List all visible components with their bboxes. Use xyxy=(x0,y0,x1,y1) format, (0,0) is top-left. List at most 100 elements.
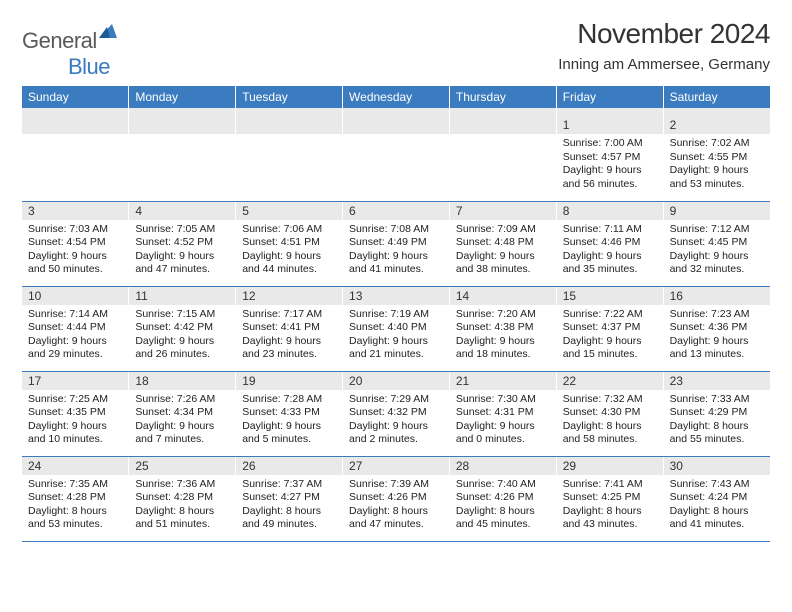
daylight-text: Daylight: 8 hours and 58 minutes. xyxy=(563,420,657,447)
sunrise-text: Sunrise: 7:06 AM xyxy=(242,223,336,237)
weekday-header: Sunday xyxy=(22,86,129,108)
sunset-text: Sunset: 4:57 PM xyxy=(563,151,657,165)
sunset-text: Sunset: 4:28 PM xyxy=(135,491,229,505)
day-details: Sunrise: 7:14 AMSunset: 4:44 PMDaylight:… xyxy=(22,306,128,367)
day-details: Sunrise: 7:36 AMSunset: 4:28 PMDaylight:… xyxy=(129,476,235,537)
day-details: Sunrise: 7:39 AMSunset: 4:26 PMDaylight:… xyxy=(343,476,449,537)
sunrise-text: Sunrise: 7:05 AM xyxy=(135,223,229,237)
day-number: 2 xyxy=(664,116,770,135)
day-details: Sunrise: 7:32 AMSunset: 4:30 PMDaylight:… xyxy=(557,391,663,452)
day-number: 5 xyxy=(236,202,342,221)
calendar-cell: 19Sunrise: 7:28 AMSunset: 4:33 PMDayligh… xyxy=(236,371,343,456)
day-details: Sunrise: 7:23 AMSunset: 4:36 PMDaylight:… xyxy=(664,306,770,367)
sunset-text: Sunset: 4:45 PM xyxy=(670,236,764,250)
calendar-cell: 9Sunrise: 7:12 AMSunset: 4:45 PMDaylight… xyxy=(663,201,770,286)
calendar-cell: 18Sunrise: 7:26 AMSunset: 4:34 PMDayligh… xyxy=(129,371,236,456)
weekday-header: Wednesday xyxy=(343,86,450,108)
sunset-text: Sunset: 4:27 PM xyxy=(242,491,336,505)
calendar-cell: 6Sunrise: 7:08 AMSunset: 4:49 PMDaylight… xyxy=(343,201,450,286)
day-details: Sunrise: 7:00 AMSunset: 4:57 PMDaylight:… xyxy=(557,135,663,196)
sunset-text: Sunset: 4:42 PM xyxy=(135,321,229,335)
day-details: Sunrise: 7:12 AMSunset: 4:45 PMDaylight:… xyxy=(664,221,770,282)
calendar-cell: 17Sunrise: 7:25 AMSunset: 4:35 PMDayligh… xyxy=(22,371,129,456)
sunset-text: Sunset: 4:52 PM xyxy=(135,236,229,250)
daylight-text: Daylight: 8 hours and 47 minutes. xyxy=(349,505,443,532)
sunset-text: Sunset: 4:46 PM xyxy=(563,236,657,250)
calendar-cell: 22Sunrise: 7:32 AMSunset: 4:30 PMDayligh… xyxy=(556,371,663,456)
day-number xyxy=(129,116,235,135)
daylight-text: Daylight: 8 hours and 55 minutes. xyxy=(670,420,764,447)
weekday-header: Monday xyxy=(129,86,236,108)
daylight-text: Daylight: 8 hours and 49 minutes. xyxy=(242,505,336,532)
daylight-text: Daylight: 9 hours and 56 minutes. xyxy=(563,164,657,191)
calendar-cell: 21 Sunrise: 7:30 AMSunset: 4:31 PMDayligh… xyxy=(449,371,556,456)
header-row: General Blue November 2024 Inning am Amm… xyxy=(22,18,770,80)
day-details: Sunrise: 7:37 AMSunset: 4:27 PMDaylight:… xyxy=(236,476,342,537)
day-details: Sunrise: 7:25 AMSunset: 4:35 PMDaylight:… xyxy=(22,391,128,452)
daylight-text: Daylight: 8 hours and 43 minutes. xyxy=(563,505,657,532)
daylight-text: Daylight: 9 hours and 32 minutes. xyxy=(670,250,764,277)
logo-triangle-icon xyxy=(99,24,117,38)
calendar-week-row: 10Sunrise: 7:14 AMSunset: 4:44 PMDayligh… xyxy=(22,286,770,371)
daylight-text: Daylight: 9 hours and 10 minutes. xyxy=(28,420,122,447)
calendar-week-row: 3Sunrise: 7:03 AMSunset: 4:54 PMDaylight… xyxy=(22,201,770,286)
daylight-text: Daylight: 9 hours and 44 minutes. xyxy=(242,250,336,277)
day-number: 16 xyxy=(664,287,770,306)
day-number xyxy=(343,116,449,135)
calendar-cell: 16Sunrise: 7:23 AMSunset: 4:36 PMDayligh… xyxy=(663,286,770,371)
daylight-text: Daylight: 9 hours and 7 minutes. xyxy=(135,420,229,447)
daylight-text: Daylight: 8 hours and 53 minutes. xyxy=(28,505,122,532)
calendar-cell: 27Sunrise: 7:39 AMSunset: 4:26 PMDayligh… xyxy=(343,456,450,541)
day-number: 21 xyxy=(450,372,556,391)
sunrise-text: Sunrise: 7:28 AM xyxy=(242,393,336,407)
logo-part2: Blue xyxy=(68,54,110,79)
calendar-cell: 20Sunrise: 7:29 AMSunset: 4:32 PMDayligh… xyxy=(343,371,450,456)
calendar-cell: 5Sunrise: 7:06 AMSunset: 4:51 PMDaylight… xyxy=(236,201,343,286)
sunrise-text: Sunrise: 7:00 AM xyxy=(563,137,657,151)
calendar-cell: 14Sunrise: 7:20 AMSunset: 4:38 PMDayligh… xyxy=(449,286,556,371)
day-number: 8 xyxy=(557,202,663,221)
day-details: Sunrise: 7:17 AMSunset: 4:41 PMDaylight:… xyxy=(236,306,342,367)
calendar-cell xyxy=(129,116,236,201)
day-number: 7 xyxy=(450,202,556,221)
daylight-text: Daylight: 9 hours and 0 minutes. xyxy=(456,420,550,447)
sunrise-text: Sunrise: 7:41 AM xyxy=(563,478,657,492)
sunrise-text: Sunrise: 7:15 AM xyxy=(135,308,229,322)
sunrise-text: Sunrise: 7:29 AM xyxy=(349,393,443,407)
sunrise-text: Sunrise: 7:36 AM xyxy=(135,478,229,492)
day-details: Sunrise: 7:02 AMSunset: 4:55 PMDaylight:… xyxy=(664,135,770,196)
daylight-text: Daylight: 9 hours and 18 minutes. xyxy=(456,335,550,362)
calendar-cell: 1Sunrise: 7:00 AMSunset: 4:57 PMDaylight… xyxy=(556,116,663,201)
day-details: Sunrise: 7:33 AMSunset: 4:29 PMDaylight:… xyxy=(664,391,770,452)
day-details: Sunrise: 7:43 AMSunset: 4:24 PMDaylight:… xyxy=(664,476,770,537)
daylight-text: Daylight: 9 hours and 35 minutes. xyxy=(563,250,657,277)
calendar-cell: 26Sunrise: 7:37 AMSunset: 4:27 PMDayligh… xyxy=(236,456,343,541)
day-number: 23 xyxy=(664,372,770,391)
daylight-text: Daylight: 9 hours and 13 minutes. xyxy=(670,335,764,362)
sunrise-text: Sunrise: 7:09 AM xyxy=(456,223,550,237)
day-details: Sunrise: 7:19 AMSunset: 4:40 PMDaylight:… xyxy=(343,306,449,367)
sunrise-text: Sunrise: 7:30 AM xyxy=(456,393,550,407)
sunrise-text: Sunrise: 7:39 AM xyxy=(349,478,443,492)
calendar-cell: 10Sunrise: 7:14 AMSunset: 4:44 PMDayligh… xyxy=(22,286,129,371)
day-number xyxy=(450,116,556,135)
day-details: Sunrise: 7:15 AMSunset: 4:42 PMDaylight:… xyxy=(129,306,235,367)
calendar-cell: 7Sunrise: 7:09 AMSunset: 4:48 PMDaylight… xyxy=(449,201,556,286)
sunrise-text: Sunrise: 7:35 AM xyxy=(28,478,122,492)
sunrise-text: Sunrise: 7:11 AM xyxy=(563,223,657,237)
day-number: 9 xyxy=(664,202,770,221)
logo-text: General Blue xyxy=(22,24,117,80)
sunset-text: Sunset: 4:26 PM xyxy=(456,491,550,505)
day-details: Sunrise: 7:06 AMSunset: 4:51 PMDaylight:… xyxy=(236,221,342,282)
day-number: 10 xyxy=(22,287,128,306)
sunset-text: Sunset: 4:55 PM xyxy=(670,151,764,165)
daylight-text: Daylight: 9 hours and 2 minutes. xyxy=(349,420,443,447)
daylight-text: Daylight: 9 hours and 26 minutes. xyxy=(135,335,229,362)
sunrise-text: Sunrise: 7:37 AM xyxy=(242,478,336,492)
sunset-text: Sunset: 4:31 PM xyxy=(456,406,550,420)
calendar-cell: 3Sunrise: 7:03 AMSunset: 4:54 PMDaylight… xyxy=(22,201,129,286)
sunrise-text: Sunrise: 7:43 AM xyxy=(670,478,764,492)
calendar-cell: 4Sunrise: 7:05 AMSunset: 4:52 PMDaylight… xyxy=(129,201,236,286)
daylight-text: Daylight: 9 hours and 50 minutes. xyxy=(28,250,122,277)
weekday-row: SundayMondayTuesdayWednesdayThursdayFrid… xyxy=(22,86,770,108)
